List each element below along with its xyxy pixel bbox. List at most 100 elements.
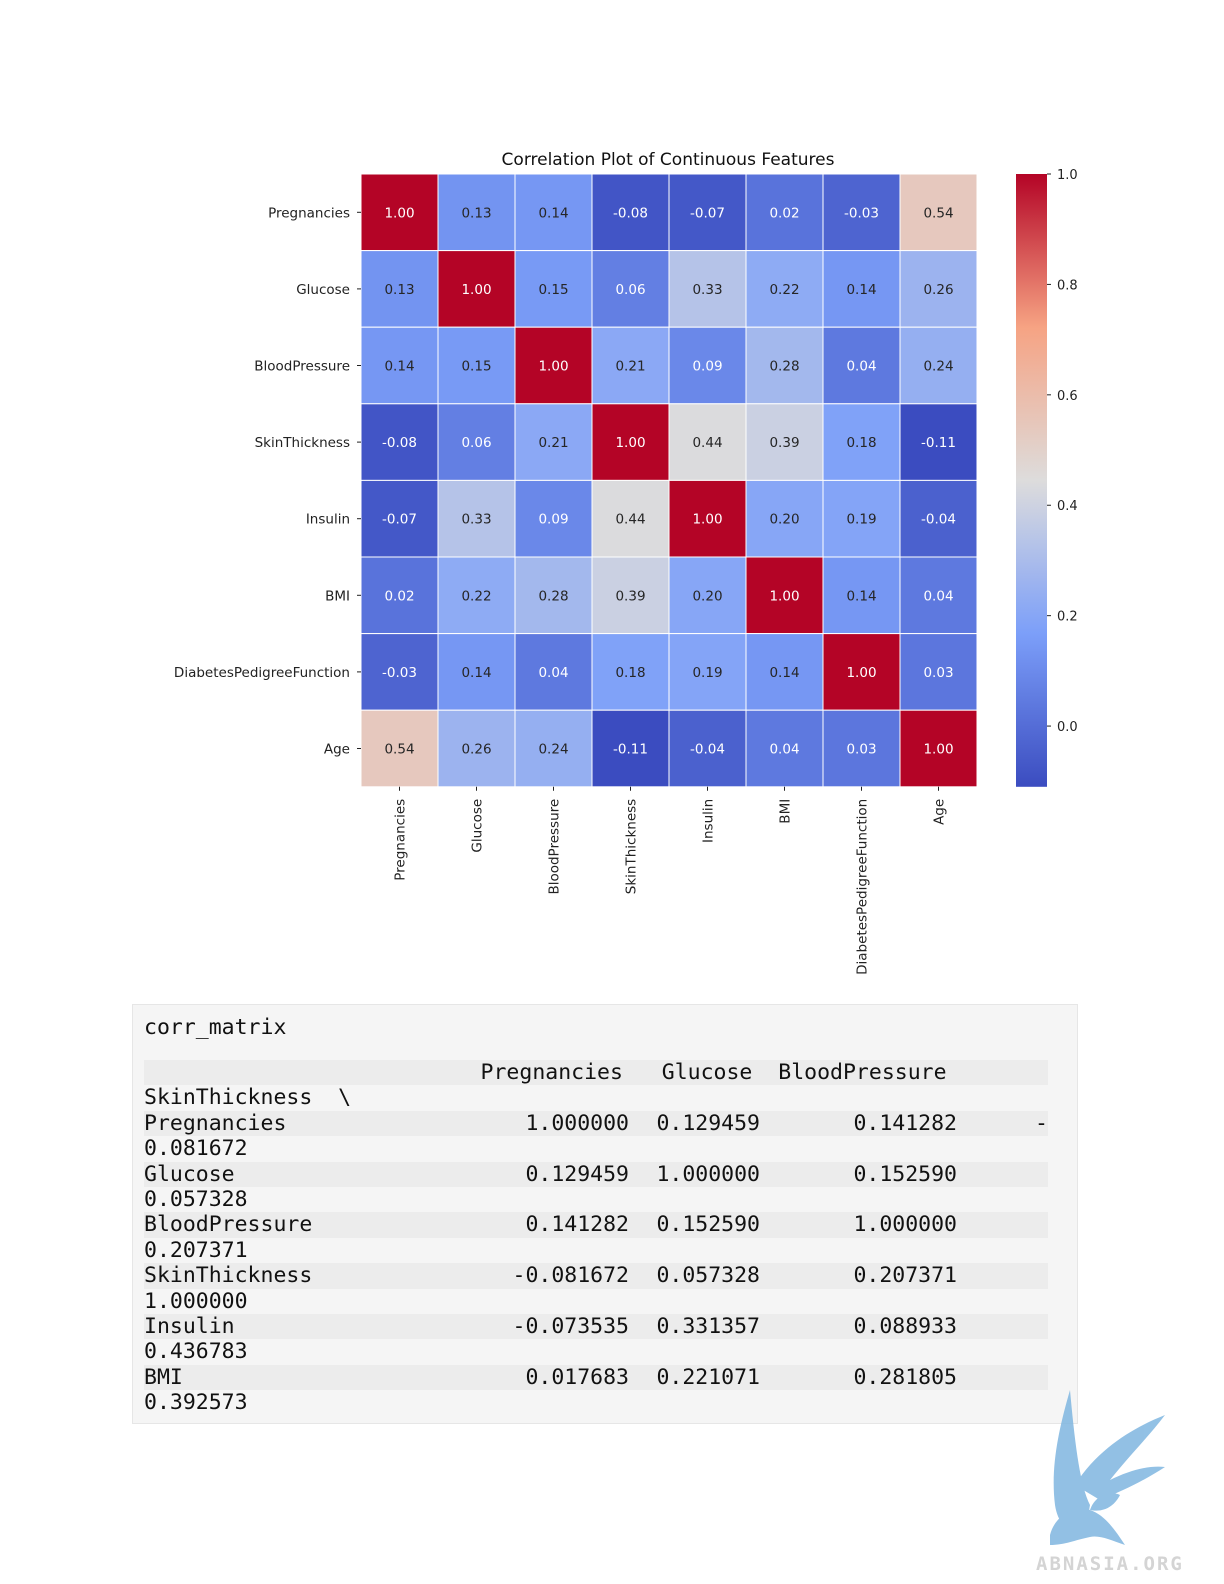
cell-value-label: 0.21 — [538, 435, 568, 451]
cell-value-label: 1.00 — [692, 512, 722, 528]
cell-value-label: 0.22 — [461, 588, 491, 604]
heatmap-cell — [591, 326, 670, 405]
colorbar-tick-label: 0.2 — [1057, 610, 1078, 625]
colorbar: 1.0 0.8 0.6 0.4 0.2 0.0 — [1016, 168, 1078, 787]
cell-value-label: 1.00 — [615, 435, 645, 451]
x-tick-label: Glucose — [470, 799, 486, 853]
heatmap-cell — [514, 556, 593, 635]
cell-value: 1.000000 — [853, 1212, 957, 1238]
heatmap-cell — [668, 173, 747, 252]
output-wrap-value: 0.081672 — [144, 1136, 248, 1162]
cell-value-label: 0.15 — [461, 359, 491, 375]
heatmap-cell — [899, 479, 978, 558]
cell-value-label: 0.14 — [769, 665, 799, 681]
cell-value-label: 1.00 — [538, 359, 568, 375]
heatmap-cell — [437, 173, 516, 252]
colorbar-tick-label: 1.0 — [1057, 168, 1078, 183]
cell-value-label: 0.09 — [692, 359, 722, 375]
x-tick-labels: Pregnancies Glucose BloodPressure SkinThick… — [393, 786, 948, 975]
output-data-row: BMI 0.017683 0.221071 0.281805 — [144, 1364, 1048, 1391]
cell-value-label: 1.00 — [923, 742, 953, 758]
cell-value-label: 0.14 — [384, 359, 414, 375]
cell-value-label: 0.03 — [846, 742, 876, 758]
y-tick-label: SkinThickness — [255, 435, 350, 451]
y-tick-label: Pregnancies — [268, 205, 350, 221]
cell-value-label: -0.03 — [382, 665, 417, 681]
cell-value-label: 0.19 — [846, 512, 876, 528]
heatmap-cell — [360, 173, 439, 252]
cell-value: 0.057328 — [656, 1263, 760, 1289]
heatmap-cell — [668, 709, 747, 788]
cell-value: 0.129459 — [525, 1161, 629, 1187]
heatmap-cell — [745, 556, 824, 635]
heatmap-cells: 1.00 0.13 0.14 -0.08 -0.07 0.02 -0.03 0.54 0.13 1… — [360, 173, 978, 788]
chart-title: Correlation Plot of Continuous Features — [502, 150, 835, 170]
cell-value-label: 0.26 — [923, 282, 953, 298]
heatmap-cell — [514, 326, 593, 405]
cell-value-label: 0.20 — [769, 512, 799, 528]
cell-value-label: 0.04 — [923, 588, 953, 604]
cell-value-label: 0.28 — [769, 359, 799, 375]
cell-value-label: -0.07 — [382, 512, 417, 528]
y-tick-label: Age — [324, 742, 350, 758]
cell-value-label: 0.13 — [461, 205, 491, 221]
cell-value: 0.207371 — [853, 1263, 957, 1289]
heatmap-cell — [668, 633, 747, 711]
cell-value-label: 0.44 — [615, 512, 645, 528]
heatmap-cell — [745, 633, 824, 711]
heatmap-cell — [514, 403, 593, 481]
heatmap-cell — [591, 250, 670, 328]
cell-value-label: 0.33 — [692, 282, 722, 298]
cell-value-label: 0.06 — [461, 435, 491, 451]
output-wrap-value: 0.207371 — [144, 1237, 248, 1263]
cell-value-label: 0.13 — [384, 282, 414, 298]
cell-value-label: -0.04 — [921, 512, 956, 528]
cell-value-label: 0.24 — [538, 742, 568, 758]
heatmap-cell — [437, 633, 516, 711]
cell-value: 0.152590 — [853, 1161, 957, 1187]
cell-value-label: 1.00 — [384, 205, 414, 221]
heatmap-cell — [899, 326, 978, 405]
output-header-row: Pregnancies Glucose BloodPressure — [144, 1060, 1048, 1086]
heatmap-cell — [514, 709, 593, 788]
colorbar-tick-label: 0.4 — [1057, 499, 1078, 514]
cell-value: 0.152590 — [656, 1212, 760, 1238]
cell-value-label: 0.54 — [923, 205, 953, 221]
cell-value: 1.000000 — [656, 1161, 760, 1187]
heatmap-cell — [514, 633, 593, 711]
x-tick-label: SkinThickness — [624, 799, 640, 894]
cell-value: 0.129459 — [656, 1110, 760, 1136]
y-tick-label: DiabetesPedigreeFunction — [174, 665, 350, 681]
cell-value: -0.073535 — [512, 1314, 630, 1339]
heatmap-cell — [899, 709, 978, 788]
cell-value: 0.281805 — [853, 1364, 957, 1390]
cell-value-label: 0.15 — [538, 282, 568, 298]
heatmap-cell — [668, 403, 747, 481]
cell-value-label: 0.39 — [769, 435, 799, 451]
heatmap-cell — [745, 173, 824, 252]
row-index-label: BMI — [144, 1364, 183, 1390]
cell-value-label: 0.04 — [846, 359, 876, 375]
cell-value-label: -0.08 — [382, 435, 417, 451]
heatmap-cell — [668, 326, 747, 405]
heatmap-cell — [514, 479, 593, 558]
output-data-row: BloodPressure 0.141282 0.152590 1.000000 — [144, 1212, 1048, 1238]
cell-value: 0.088933 — [853, 1314, 957, 1339]
x-tick-label: Age — [932, 799, 948, 825]
heatmap-cell — [899, 556, 978, 635]
cell-value-label: 1.00 — [769, 588, 799, 604]
cell-value-label: 0.04 — [769, 742, 799, 758]
cell-value: 0.141282 — [525, 1212, 629, 1238]
cell-value-label: -0.11 — [613, 742, 648, 758]
cell-value-label: 0.03 — [923, 665, 953, 681]
output-data-row: SkinThickness -0.081672 0.057328 0.207371 — [144, 1263, 1048, 1289]
watermark-text: ABNASIA.ORG — [1036, 1553, 1184, 1575]
row-index-label: Glucose — [144, 1161, 235, 1187]
output-wrap-value: 1.000000 — [144, 1288, 248, 1314]
y-tick-label: Glucose — [296, 282, 350, 298]
x-tick-label: BloodPressure — [547, 799, 563, 895]
cell-value-label: 0.20 — [692, 588, 722, 604]
cell-value-label: 0.14 — [846, 588, 876, 604]
y-tick-label: BMI — [325, 588, 350, 604]
cell-value: 1.000000 — [525, 1110, 629, 1136]
